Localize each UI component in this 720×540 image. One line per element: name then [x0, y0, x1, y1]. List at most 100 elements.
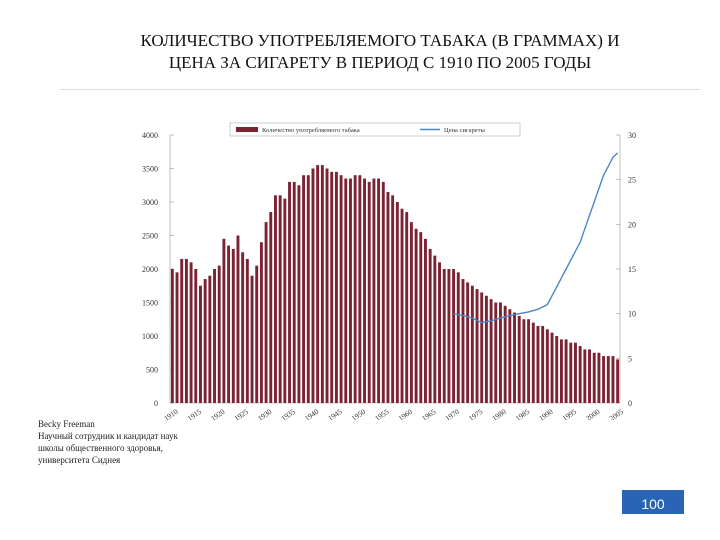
bar [428, 248, 432, 403]
title-line-1: КОЛИЧЕСТВО УПОТРЕБЛЯЕМОГО ТАБАКА (В ГРАМ… [140, 31, 620, 50]
bar [395, 202, 399, 403]
bar [489, 299, 493, 403]
x-tick-label: 1935 [279, 407, 297, 420]
y-tick-label-left: 0 [154, 399, 158, 408]
bar [297, 185, 301, 403]
y-tick-label-left: 2000 [142, 265, 158, 274]
bar [461, 279, 465, 403]
bar [264, 222, 268, 403]
y-tick-label-right: 30 [628, 131, 636, 140]
bar [344, 178, 348, 403]
bar [550, 332, 554, 403]
bar [616, 359, 620, 403]
bar [241, 252, 245, 403]
y-tick-label-left: 2500 [142, 232, 158, 241]
bar [522, 319, 526, 403]
bar [456, 272, 460, 403]
legend-box [229, 122, 521, 137]
bar [405, 212, 409, 403]
bar [306, 175, 310, 403]
bar [283, 198, 287, 403]
credit-line: университета Сиднея [38, 455, 121, 465]
y-tick-label-right: 20 [628, 220, 636, 229]
y-tick-label-right: 0 [628, 399, 632, 408]
bar [217, 265, 221, 403]
x-tick-label: 1965 [420, 407, 438, 420]
bar [531, 322, 535, 403]
bar [316, 165, 320, 403]
bar [555, 336, 559, 403]
bar [236, 235, 240, 403]
y-tick-label-right: 15 [628, 265, 636, 274]
bar [311, 168, 315, 403]
bar [564, 339, 568, 403]
bar [419, 232, 423, 403]
x-tick-label: 1985 [514, 407, 532, 420]
x-tick-label: 1950 [350, 407, 368, 420]
bar [470, 285, 474, 403]
x-tick-label: 1945 [326, 407, 344, 420]
bar [414, 228, 418, 403]
bar [527, 319, 531, 403]
bar [475, 289, 479, 403]
y-tick-label-left: 3000 [142, 198, 158, 207]
bar [363, 178, 366, 403]
bar [334, 171, 338, 403]
bar [245, 258, 249, 403]
bar [452, 269, 456, 403]
credit-line: Becky Freeman [38, 419, 95, 429]
x-tick-label: 1930 [256, 407, 274, 420]
bar [503, 305, 507, 403]
legend-swatch-bars [236, 127, 258, 132]
x-tick-label: 2000 [584, 407, 602, 420]
y-tick-label-left: 4000 [142, 131, 158, 140]
bar [433, 255, 437, 403]
x-tick-label: 2005 [607, 407, 625, 420]
bar [513, 312, 516, 403]
bar [325, 168, 329, 403]
bar [545, 329, 549, 403]
bar [611, 356, 615, 403]
credit-line: Научный сотрудник и кандидат наук [38, 431, 178, 441]
x-tick-label: 1980 [490, 407, 508, 420]
bar [541, 325, 545, 403]
bar [494, 302, 498, 403]
slide-title: КОЛИЧЕСТВО УПОТРЕБЛЯЕМОГО ТАБАКА (В ГРАМ… [40, 30, 720, 74]
bar [353, 175, 357, 403]
bar [578, 346, 582, 403]
bar [597, 352, 601, 403]
bar [391, 195, 395, 403]
title-line-2: ЦЕНА ЗА СИГАРЕТУ В ПЕРИОД С 1910 ПО 2005… [168, 53, 592, 72]
bar [231, 248, 235, 403]
title-divider [60, 89, 700, 90]
bar [602, 356, 606, 403]
bar [438, 262, 441, 403]
bar [574, 342, 577, 403]
x-tick-label: 1975 [467, 407, 485, 420]
legend-label-line: Цена сигареты [444, 127, 485, 134]
x-tick-label: 1915 [186, 407, 204, 420]
bar [569, 342, 573, 403]
y-tick-label-left: 500 [146, 366, 158, 375]
x-tick-label: 1940 [303, 407, 321, 420]
bar [269, 212, 273, 403]
bar [372, 178, 376, 403]
x-tick-label: 1995 [561, 407, 579, 420]
bar [484, 295, 488, 403]
bar [466, 282, 470, 403]
page-number: 100 [641, 496, 665, 512]
author-credit: Becky Freeman Научный сотрудник и кандид… [38, 418, 178, 466]
bar [499, 302, 502, 403]
x-tick-label: 1970 [443, 407, 461, 420]
bar [189, 262, 193, 403]
bar [278, 195, 282, 403]
bar [194, 269, 198, 403]
bar [349, 178, 352, 403]
bar [213, 269, 216, 403]
bar [339, 175, 343, 403]
bar [424, 238, 427, 403]
tobacco-price-chart: 4000 3500 3000 2500 2000 1500 1000 500 0 30 25 20 15… [142, 122, 636, 420]
x-tick-label: 1955 [373, 407, 391, 420]
bar [386, 191, 390, 403]
page-number-badge: 100 [622, 490, 684, 514]
